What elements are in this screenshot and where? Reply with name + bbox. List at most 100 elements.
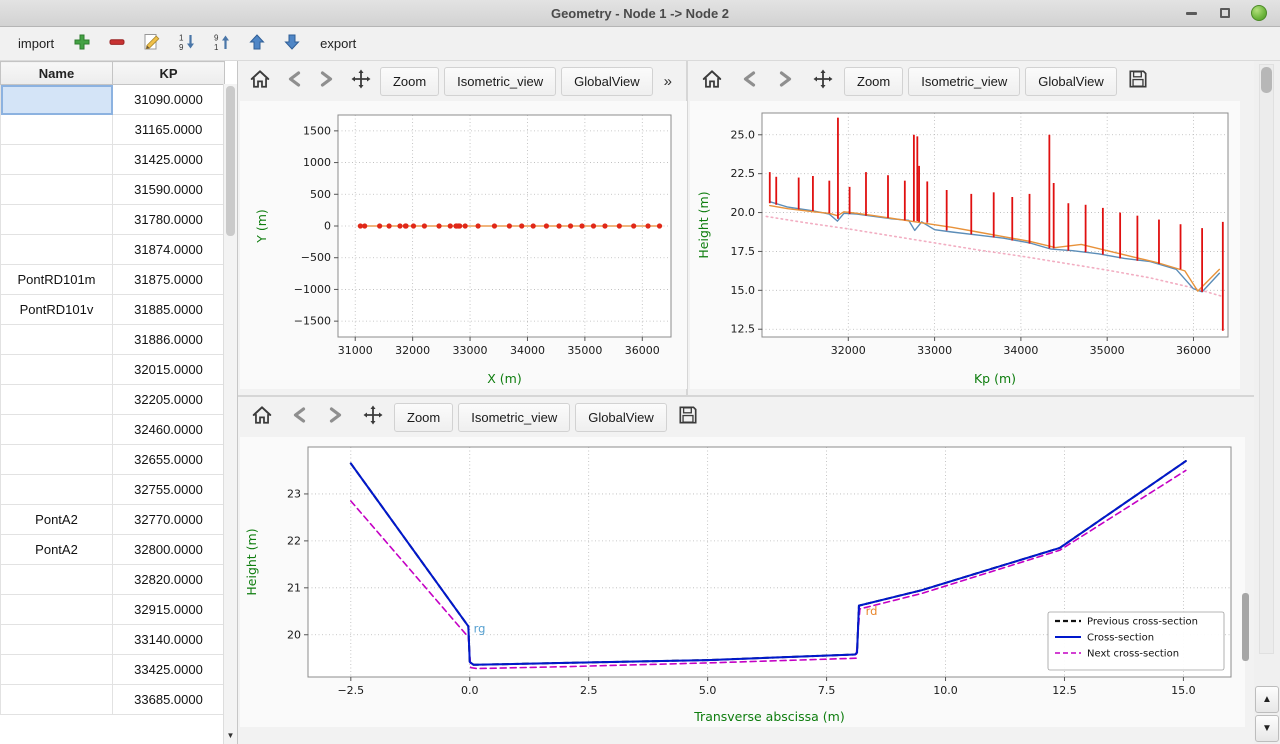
save-button[interactable] [672, 402, 704, 432]
home-button[interactable] [246, 66, 274, 96]
name-cell[interactable] [0, 654, 113, 685]
name-cell[interactable]: PontA2 [0, 504, 113, 535]
name-cell[interactable] [0, 474, 113, 505]
save-button[interactable] [1122, 66, 1154, 96]
kp-cell[interactable]: 33140.0000 [112, 624, 225, 655]
table-row[interactable]: 33140.0000 [0, 624, 225, 655]
zoom-button[interactable]: Zoom [394, 402, 454, 432]
scrollbar-track[interactable] [1259, 64, 1274, 654]
edit-button[interactable] [139, 31, 165, 57]
kp-cell[interactable]: 32015.0000 [112, 354, 225, 385]
table-row[interactable]: PontRD101v 31885.0000 [0, 294, 225, 325]
kp-cell[interactable]: 32460.0000 [112, 414, 225, 445]
scroll-down-button[interactable]: ▼ [1255, 715, 1279, 742]
zoom-button[interactable]: Zoom [379, 66, 440, 96]
name-cell[interactable] [0, 444, 113, 475]
table-row[interactable]: 32205.0000 [0, 384, 225, 415]
toolbar-overflow-button[interactable]: » [663, 72, 673, 90]
table-scrollbar-thumb[interactable] [226, 86, 235, 236]
kp-cell[interactable]: 31874.0000 [112, 234, 225, 265]
table-row[interactable]: 32915.0000 [0, 594, 225, 625]
table-row[interactable]: PontA2 32800.0000 [0, 534, 225, 565]
isometric-view-button[interactable]: Isometric_view [444, 66, 557, 96]
name-cell[interactable] [0, 144, 113, 175]
kp-cell[interactable]: 32770.0000 [112, 504, 225, 535]
cross-section-figure[interactable]: −2.5 0.0 2.5 5.0 7.5 10.0 12.5 15.0 20 21 22 23 Tran… [240, 437, 1254, 732]
global-view-button[interactable]: GlobalView [1025, 66, 1117, 96]
kp-cell[interactable]: 31886.0000 [112, 324, 225, 355]
table-row[interactable]: 33685.0000 [0, 684, 225, 715]
name-column-header[interactable]: Name [0, 61, 113, 85]
name-cell[interactable]: PontRD101m [0, 264, 113, 295]
pan-button[interactable] [357, 402, 389, 432]
pan-button[interactable] [346, 66, 374, 96]
name-cell[interactable]: PontRD101v [0, 294, 113, 325]
global-view-button[interactable]: GlobalView [561, 66, 653, 96]
pan-button[interactable] [807, 66, 839, 96]
add-row-button[interactable] [69, 31, 95, 57]
name-cell[interactable] [0, 174, 113, 205]
home-button[interactable] [696, 66, 728, 96]
back-button[interactable] [283, 402, 315, 432]
scrollbar-thumb[interactable] [1261, 67, 1272, 93]
table-row[interactable]: 31090.0000 [0, 84, 225, 115]
back-button[interactable] [279, 66, 307, 96]
table-row[interactable]: 32820.0000 [0, 564, 225, 595]
move-down-button[interactable] [279, 31, 305, 57]
home-button[interactable] [246, 402, 278, 432]
close-button[interactable] [1250, 4, 1268, 22]
kp-cell[interactable]: 32820.0000 [112, 564, 225, 595]
kp-cell[interactable]: 32915.0000 [112, 594, 225, 625]
kp-cell[interactable]: 31165.0000 [112, 114, 225, 145]
kp-cell[interactable]: 31090.0000 [112, 84, 225, 115]
kp-cell[interactable]: 31885.0000 [112, 294, 225, 325]
table-row[interactable]: 31780.0000 [0, 204, 225, 235]
import-button[interactable]: import [18, 36, 55, 51]
scroll-up-button[interactable]: ▲ [1255, 686, 1279, 713]
forward-button[interactable] [313, 66, 341, 96]
minimize-button[interactable] [1182, 4, 1200, 22]
name-cell[interactable] [0, 354, 113, 385]
table-row[interactable]: 32460.0000 [0, 414, 225, 445]
kp-cell[interactable]: 33425.0000 [112, 654, 225, 685]
table-row[interactable]: PontA2 32770.0000 [0, 504, 225, 535]
zoom-button[interactable]: Zoom [844, 66, 904, 96]
table-scrollbar[interactable]: ▼ [223, 84, 237, 744]
isometric-view-button[interactable]: Isometric_view [908, 66, 1021, 96]
name-cell[interactable] [0, 114, 113, 145]
kp-cell[interactable]: 31425.0000 [112, 144, 225, 175]
name-cell[interactable] [0, 564, 113, 595]
kp-cell[interactable]: 31780.0000 [112, 204, 225, 235]
name-cell[interactable] [0, 414, 113, 445]
table-row[interactable]: 31590.0000 [0, 174, 225, 205]
name-cell[interactable] [0, 384, 113, 415]
table-row[interactable]: 31425.0000 [0, 144, 225, 175]
kp-cell[interactable]: 32800.0000 [112, 534, 225, 565]
forward-button[interactable] [320, 402, 352, 432]
table-row[interactable]: 32755.0000 [0, 474, 225, 505]
name-cell[interactable] [0, 624, 113, 655]
name-cell[interactable] [0, 84, 113, 115]
table-row[interactable]: 31165.0000 [0, 114, 225, 145]
move-up-button[interactable] [244, 31, 270, 57]
table-row[interactable]: 33425.0000 [0, 654, 225, 685]
table-row[interactable]: 32015.0000 [0, 354, 225, 385]
name-cell[interactable]: PontA2 [0, 534, 113, 565]
name-cell[interactable] [0, 234, 113, 265]
table-row[interactable]: 32655.0000 [0, 444, 225, 475]
table-row[interactable]: 31874.0000 [0, 234, 225, 265]
table-scroll-down-button[interactable]: ▼ [225, 729, 236, 742]
kp-cell[interactable]: 31875.0000 [112, 264, 225, 295]
global-view-button[interactable]: GlobalView [575, 402, 667, 432]
remove-row-button[interactable] [104, 31, 130, 57]
name-cell[interactable] [0, 204, 113, 235]
back-button[interactable] [733, 66, 765, 96]
table-row[interactable]: 31886.0000 [0, 324, 225, 355]
forward-button[interactable] [770, 66, 802, 96]
name-cell[interactable] [0, 684, 113, 715]
kp-column-header[interactable]: KP [112, 61, 225, 85]
maximize-button[interactable] [1216, 4, 1234, 22]
kp-cell[interactable]: 32205.0000 [112, 384, 225, 415]
kp-cell[interactable]: 31590.0000 [112, 174, 225, 205]
